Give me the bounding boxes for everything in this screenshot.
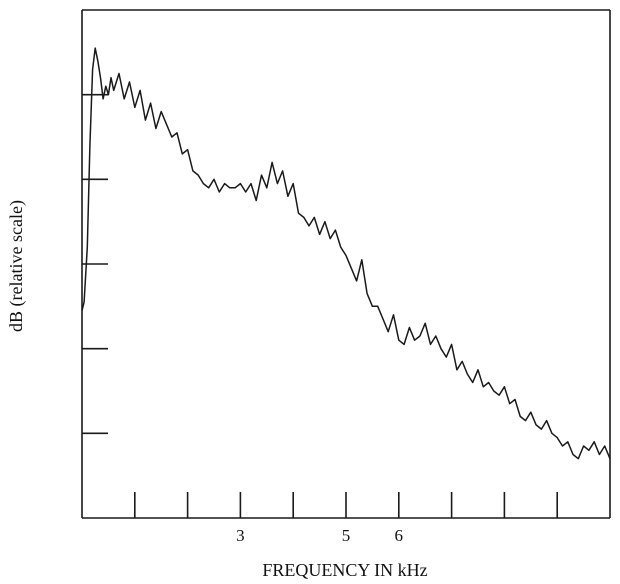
x-axis-label: FREQUENCY IN kHz — [262, 560, 427, 580]
x-tick-label: 3 — [236, 526, 245, 545]
series-layer — [81, 47, 611, 460]
plot-frame — [81, 9, 611, 519]
y-axis-label: dB (relative scale) — [6, 200, 27, 332]
x-ticks — [134, 492, 559, 518]
x-tick-label: 5 — [342, 526, 351, 545]
spectrum-line — [81, 47, 611, 460]
x-tick-label: 6 — [395, 526, 404, 545]
x-tick-labels: 3 5 6 — [236, 526, 403, 545]
